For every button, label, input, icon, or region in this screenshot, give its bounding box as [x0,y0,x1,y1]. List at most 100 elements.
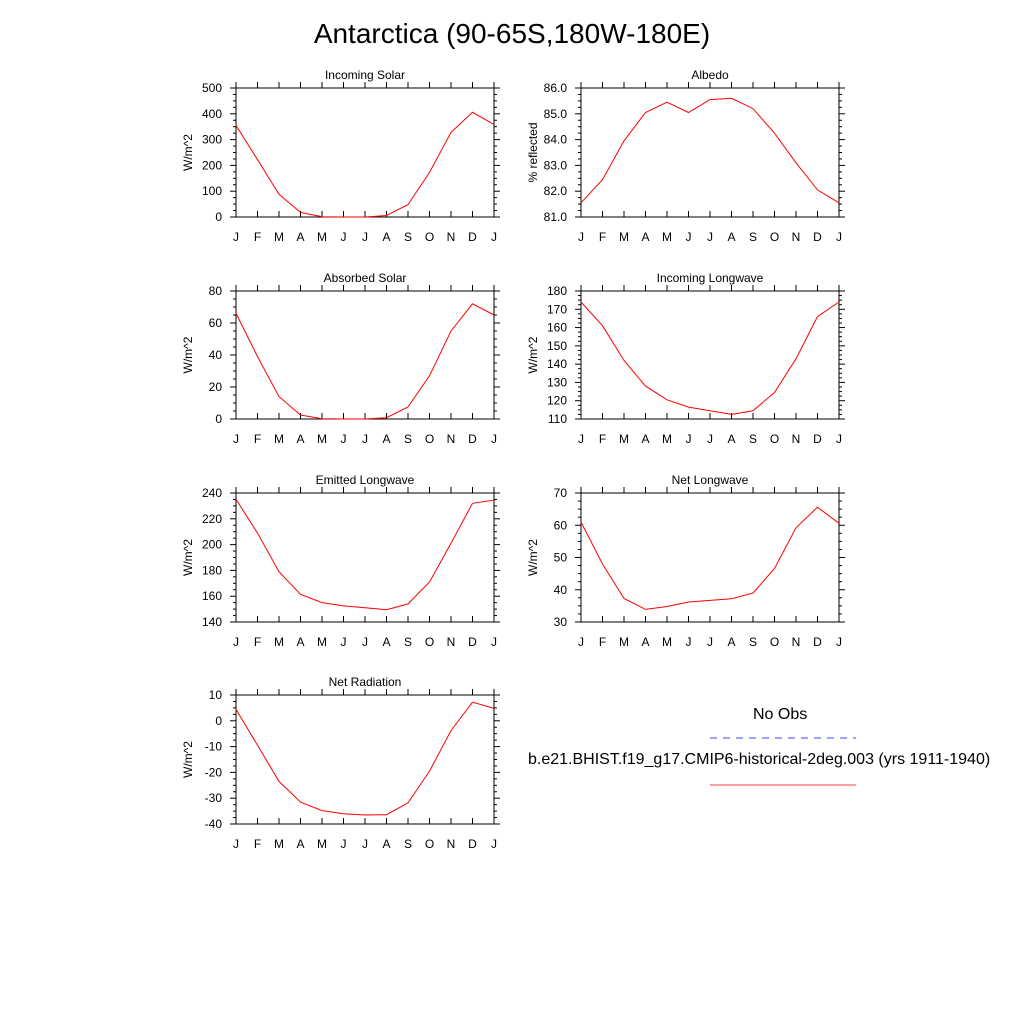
legend-model-label: b.e21.BHIST.f19_g17.CMIP6-historical-2de… [528,751,991,768]
y-axis-label: W/m^2 [181,741,195,778]
x-tick-label: M [317,432,327,446]
y-tick-label: 180 [202,563,222,577]
x-tick-label: A [382,230,390,244]
y-tick-label: -30 [205,791,223,805]
y-axis-label: % reflected [526,122,540,182]
x-tick-label: D [813,635,822,649]
y-axis-label: W/m^2 [181,539,195,576]
panel-title: Absorbed Solar [324,271,407,285]
x-tick-label: J [578,230,584,244]
y-tick-label: -10 [205,740,223,754]
y-tick-label: -20 [205,765,223,779]
x-tick-label: J [836,432,842,446]
x-tick-label: M [619,635,629,649]
plot-frame [235,694,495,825]
x-tick-label: S [749,432,757,446]
x-tick-label: J [836,230,842,244]
x-tick-label: J [341,432,347,446]
panel-title: Incoming Solar [325,68,405,82]
x-tick-label: A [382,837,390,851]
x-tick-label: J [341,635,347,649]
x-tick-label: J [341,837,347,851]
x-tick-label: D [813,432,822,446]
x-tick-label: M [317,230,327,244]
x-tick-label: S [404,837,412,851]
x-tick-label: O [425,837,434,851]
x-tick-label: M [317,635,327,649]
x-tick-label: F [254,230,261,244]
y-tick-label: 0 [215,210,222,224]
model-series-line [580,301,840,415]
panel-title: Albedo [691,68,729,82]
x-tick-label: J [491,837,497,851]
plot-frame [580,87,840,218]
x-tick-label: M [662,432,672,446]
x-tick-label: M [274,230,284,244]
x-tick-label: O [770,230,779,244]
model-series-line [580,97,840,204]
plot-frame [235,492,495,623]
y-tick-label: 10 [209,688,223,702]
x-tick-label: F [599,432,606,446]
x-tick-label: J [578,635,584,649]
x-tick-label: F [254,837,261,851]
x-tick-label: A [296,432,304,446]
x-tick-label: A [641,432,649,446]
x-tick-label: N [792,635,801,649]
x-tick-label: A [727,230,735,244]
x-tick-label: F [254,432,261,446]
x-tick-label: J [362,635,368,649]
model-series-line [235,499,495,611]
x-tick-label: N [792,432,801,446]
x-tick-label: J [491,230,497,244]
y-tick-label: 170 [547,302,567,316]
y-tick-label: 120 [547,394,567,408]
x-tick-label: M [274,432,284,446]
x-tick-label: M [662,635,672,649]
x-tick-label: A [641,635,649,649]
x-tick-label: A [296,635,304,649]
x-tick-label: J [707,230,713,244]
y-tick-label: 83.0 [544,158,568,172]
x-tick-label: J [491,635,497,649]
x-tick-label: M [274,837,284,851]
x-tick-label: S [404,432,412,446]
x-tick-label: S [749,635,757,649]
x-tick-label: A [641,230,649,244]
x-tick-label: J [233,837,239,851]
x-tick-label: J [491,432,497,446]
x-tick-label: F [599,230,606,244]
y-tick-label: 86.0 [544,81,568,95]
plot-frame [580,492,840,623]
y-tick-label: 40 [209,348,223,362]
y-tick-label: 0 [215,714,222,728]
x-tick-label: A [727,432,735,446]
y-tick-label: 60 [209,316,223,330]
x-tick-label: M [662,230,672,244]
x-tick-label: D [468,432,477,446]
x-tick-label: J [707,432,713,446]
x-tick-label: S [749,230,757,244]
x-tick-label: A [296,837,304,851]
x-tick-label: J [686,432,692,446]
x-tick-label: O [425,230,434,244]
x-tick-label: J [578,432,584,446]
x-tick-label: J [836,635,842,649]
x-tick-label: J [362,230,368,244]
model-series-line [580,506,840,610]
chart-incoming-longwave: J F M A M J J A S O N D J110120130140150160170180Inc… [526,271,845,446]
plot-frame [235,290,495,420]
y-tick-label: 160 [202,589,222,603]
x-tick-label: N [447,837,456,851]
panel-title: Incoming Longwave [657,271,764,285]
x-tick-label: A [382,635,390,649]
x-tick-label: J [233,230,239,244]
model-series-line [235,701,495,816]
model-series-line [235,303,495,420]
x-tick-label: J [341,230,347,244]
y-tick-label: 60 [554,518,568,532]
x-tick-label: D [468,837,477,851]
chart-albedo: J F M A M J J A S O N D J81.082.083.084.085.086.0Alb… [526,68,845,244]
